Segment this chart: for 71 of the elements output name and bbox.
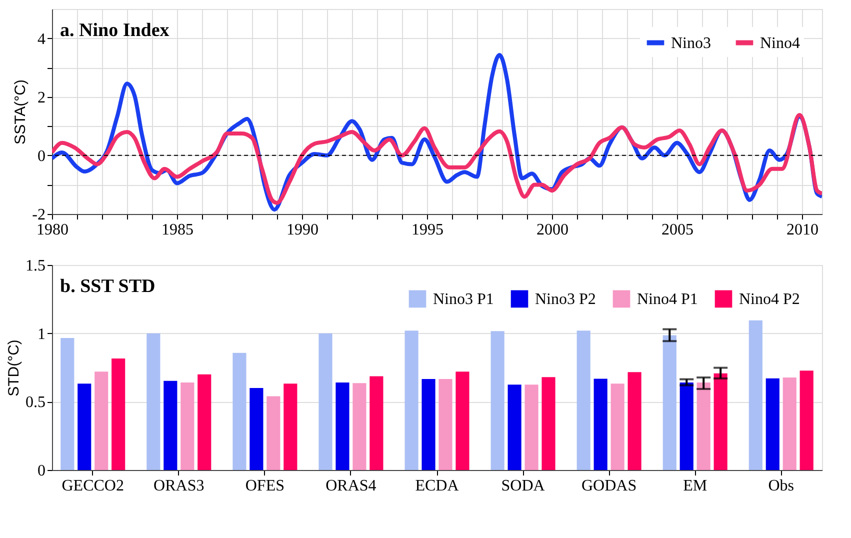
bar bbox=[662, 335, 676, 470]
bar bbox=[336, 382, 350, 470]
x-tick-label: ORAS3 bbox=[154, 478, 204, 494]
bar bbox=[576, 330, 590, 470]
legend-label: Nino3 bbox=[671, 34, 711, 52]
legend-label: Nino4 bbox=[760, 34, 800, 52]
bar bbox=[112, 358, 126, 470]
bar bbox=[696, 382, 710, 470]
bar bbox=[594, 378, 608, 470]
y-tick-label: 0.5 bbox=[26, 394, 46, 412]
bar bbox=[628, 372, 642, 470]
bar bbox=[766, 378, 780, 470]
bar bbox=[94, 372, 108, 470]
x-tick-label: 1990 bbox=[286, 222, 318, 238]
bar bbox=[456, 372, 470, 470]
y-axis-title: STD(°C) bbox=[6, 340, 22, 396]
x-tick-label: 2010 bbox=[786, 222, 818, 238]
bar bbox=[508, 384, 522, 470]
y-tick-label: 1 bbox=[38, 326, 46, 343]
bar bbox=[318, 333, 332, 470]
bar bbox=[438, 378, 452, 470]
bar bbox=[422, 378, 436, 470]
x-tick-label: ECDA bbox=[415, 478, 460, 494]
legend-label: Nino4 P1 bbox=[637, 290, 698, 308]
legend-label: Nino3 P1 bbox=[433, 290, 494, 308]
x-tick-label: 2005 bbox=[662, 222, 694, 238]
y-tick-label: 1.5 bbox=[26, 258, 46, 274]
bar bbox=[198, 374, 212, 470]
bar bbox=[60, 338, 74, 470]
y-tick-label: 0 bbox=[38, 148, 46, 165]
bar bbox=[610, 384, 624, 470]
bar bbox=[78, 384, 92, 470]
bar bbox=[146, 333, 160, 470]
y-tick-label: 2 bbox=[38, 89, 46, 106]
bar bbox=[404, 330, 418, 470]
x-tick-label: 1985 bbox=[162, 222, 194, 238]
bar bbox=[352, 383, 366, 470]
text: b. SST STD bbox=[60, 276, 156, 297]
bar bbox=[180, 382, 194, 470]
text: a. Nino Index bbox=[60, 20, 170, 41]
x-tick-label: 1995 bbox=[412, 222, 444, 238]
bar bbox=[370, 376, 384, 470]
bar bbox=[490, 331, 504, 470]
y-tick-label: -2 bbox=[32, 206, 46, 224]
x-tick-label: GODAS bbox=[582, 478, 637, 494]
bar bbox=[250, 388, 264, 470]
x-tick-label: 1980 bbox=[36, 222, 68, 238]
x-tick-label: ORAS4 bbox=[326, 478, 376, 494]
x-tick-label: Obs bbox=[768, 478, 794, 494]
bar bbox=[232, 352, 246, 470]
x-tick-label: OFES bbox=[245, 478, 284, 494]
legend-label: Nino4 P2 bbox=[739, 290, 800, 308]
y-tick-label: 4 bbox=[38, 30, 46, 48]
bar bbox=[782, 377, 796, 470]
bar bbox=[680, 382, 694, 470]
bar bbox=[164, 380, 178, 470]
x-tick-label: 2000 bbox=[536, 222, 568, 238]
bar bbox=[800, 370, 814, 470]
bar bbox=[524, 384, 538, 470]
bar bbox=[284, 384, 298, 470]
bar bbox=[714, 373, 728, 470]
legend-label: Nino3 P2 bbox=[535, 290, 596, 308]
x-tick-label: EM bbox=[683, 478, 708, 494]
bar bbox=[266, 396, 280, 470]
line-series bbox=[52, 113, 822, 205]
bar bbox=[748, 320, 762, 470]
y-tick-label: 0 bbox=[38, 462, 46, 480]
bar bbox=[542, 377, 556, 470]
x-tick-label: SODA bbox=[501, 478, 546, 494]
y-axis-title: SSTA(°C) bbox=[12, 80, 30, 144]
x-tick-label: GECCO2 bbox=[62, 478, 124, 494]
